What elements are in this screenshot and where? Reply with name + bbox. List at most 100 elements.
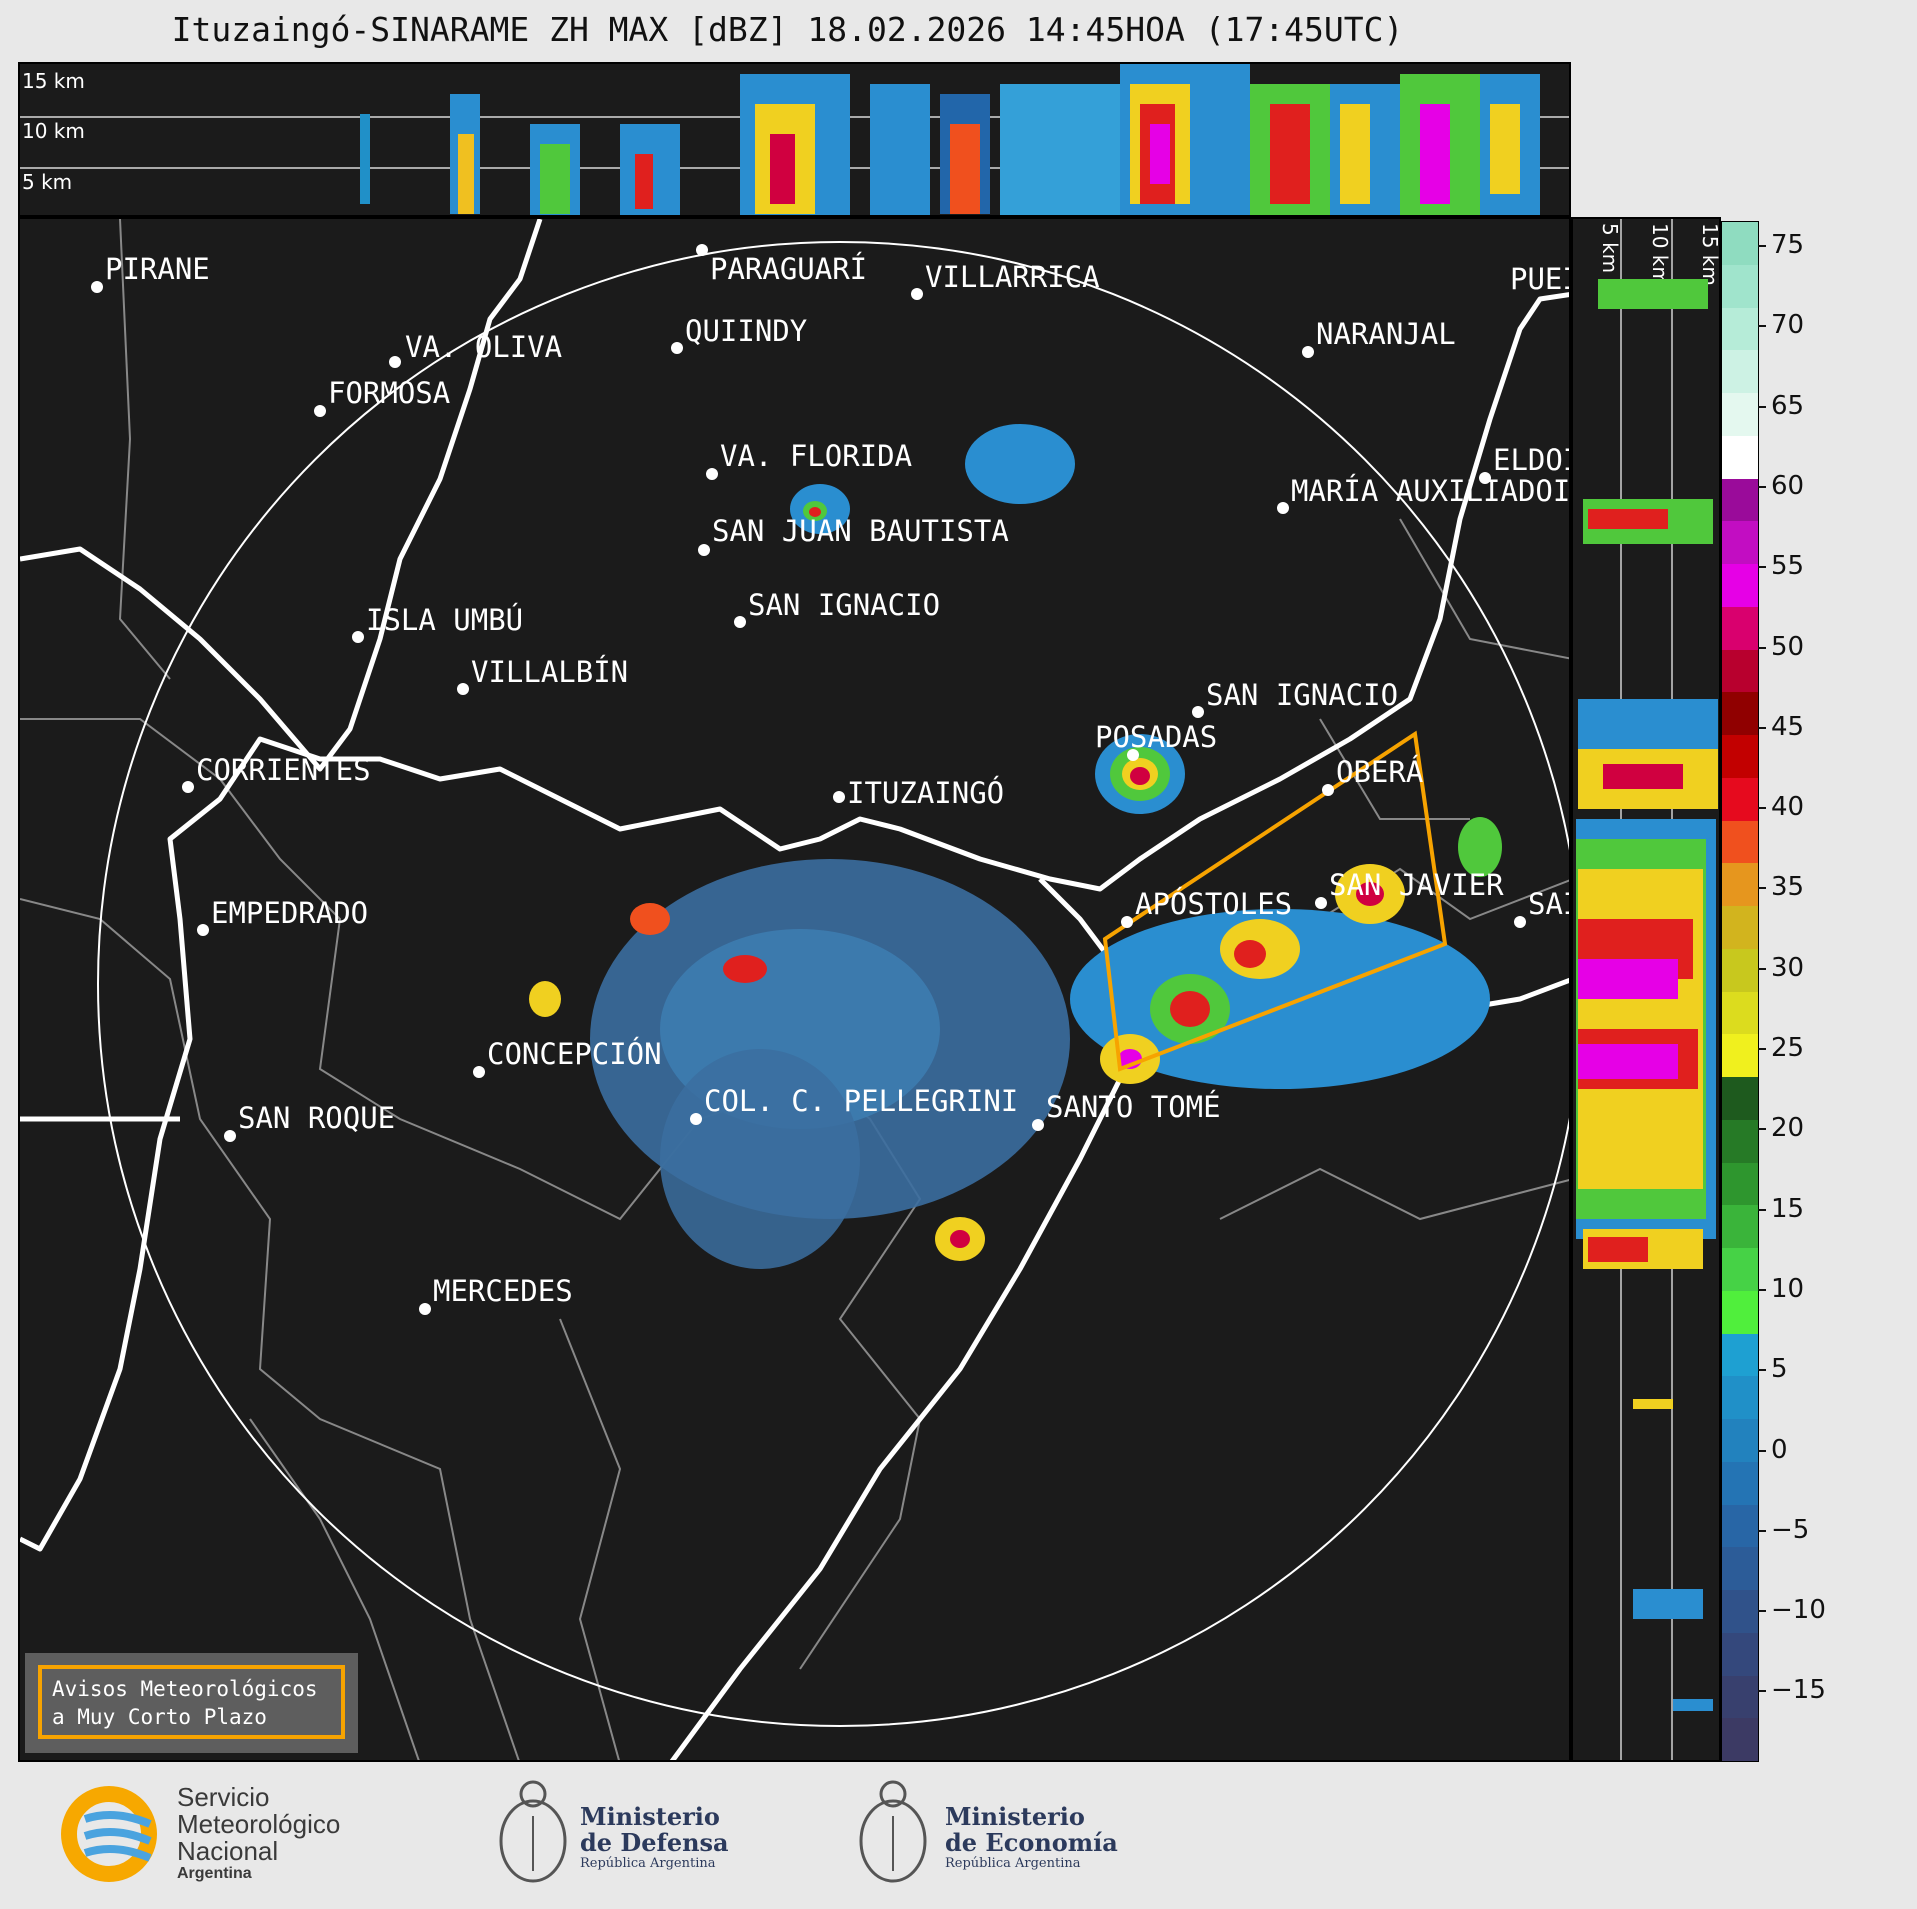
colorbar-segment	[1722, 1419, 1758, 1463]
colorbar-segment	[1722, 777, 1758, 822]
colorbar-segment	[1722, 564, 1758, 608]
defensa-text-1: Ministerio	[580, 1802, 720, 1831]
colorbar-segment	[1722, 692, 1758, 736]
city-label-san-ignacio-ar: SAN IGNACIO	[1206, 678, 1398, 712]
economia-text-2: de Economía	[945, 1828, 1118, 1857]
colorbar-segment	[1722, 1205, 1758, 1249]
colorbar-tick-label: 40	[1757, 792, 1804, 822]
city-label-eldorado: ELDOI	[1493, 443, 1571, 477]
warning-polygon[interactable]	[1102, 730, 1448, 1072]
colorbar-tick-label: −15	[1758, 1675, 1826, 1705]
city-label-puerto: PUEI	[1510, 262, 1571, 296]
colorbar-segment	[1722, 863, 1758, 907]
colorbar-segment	[1722, 1718, 1758, 1761]
colorbar-segment	[1722, 649, 1758, 694]
colorbar-tick-label: 35	[1757, 872, 1804, 902]
top-cross-section-panel: 15 km 10 km 5 km	[18, 62, 1571, 217]
colorbar-segment	[1722, 606, 1758, 651]
city-label-va-florida: VA. FLORIDA	[720, 439, 912, 473]
colorbar-segment	[1722, 1376, 1758, 1420]
smn-logo-icon	[61, 1786, 157, 1882]
colorbar-segment	[1722, 1632, 1758, 1677]
colorbar-tick-label: 70	[1757, 310, 1804, 340]
colorbar-segment	[1722, 1119, 1758, 1164]
top-altitude-label-10: 10 km	[22, 119, 85, 143]
colorbar-tick-label: 20	[1757, 1113, 1804, 1143]
city-label-san-ignacio-py: SAN IGNACIO	[748, 588, 940, 622]
warning-legend-box: Avisos Meteorológicos a Muy Corto Plazo	[25, 1653, 358, 1753]
colorbar-tick-label: 30	[1757, 953, 1804, 983]
side-altitude-label-10: 10 km	[1648, 223, 1672, 286]
city-label-ituzaingo: ITUZAINGÓ	[847, 776, 1004, 810]
city-label-corrientes: CORRIENTES	[196, 753, 371, 787]
smn-text-2: Meteorológico	[177, 1809, 341, 1839]
economia-text-3: República Argentina	[945, 1856, 1081, 1871]
colorbar-segment	[1722, 735, 1758, 779]
storm-cells	[529, 424, 1502, 1261]
colorbar-segment	[1722, 521, 1758, 565]
city-label-san-roque: SAN ROQUE	[238, 1101, 395, 1135]
clutter-echo	[590, 859, 1070, 1269]
colorbar-tick-label: 10	[1757, 1274, 1804, 1304]
city-label-empedrado: EMPEDRADO	[211, 896, 368, 930]
smn-text-1: Servicio	[177, 1782, 270, 1812]
top-altitude-label-5: 5 km	[22, 170, 72, 194]
city-label-mercedes: MERCEDES	[433, 1274, 573, 1308]
colorbar-segment	[1722, 478, 1758, 523]
city-label-san-partial: SAI	[1528, 887, 1571, 921]
colorbar-segment	[1722, 991, 1758, 1036]
side-altitude-label-15: 15 km	[1698, 223, 1721, 286]
side-cross-section-panel: 5 km 10 km 15 km	[1571, 217, 1721, 1762]
radar-map-panel[interactable]: PARAGUARÍ VILLARRICA PIRANE VA. OLIVA QU…	[18, 217, 1571, 1762]
city-label-concepcion: CONCEPCIÓN	[487, 1037, 662, 1071]
top-altitude-label-15: 15 km	[22, 69, 85, 93]
city-label-maria-auxiliadora: MARÍA AUXILIADOI	[1291, 474, 1570, 508]
colorbar-segment	[1722, 222, 1758, 266]
colorbar-tick-label: 45	[1757, 712, 1804, 742]
side-altitude-label-5: 5 km	[1598, 223, 1622, 273]
warning-legend-line1: Avisos Meteorológicos	[52, 1677, 318, 1701]
colorbar-segment	[1722, 1034, 1758, 1078]
colorbar-tick-label: −10	[1758, 1595, 1826, 1625]
city-label-obera: OBERÁ	[1336, 755, 1423, 789]
colorbar-tick-label: 55	[1757, 551, 1804, 581]
economia-logo: Ministerio de Economía República Argenti…	[855, 1776, 1125, 1896]
city-label-naranjal: NARANJAL	[1316, 317, 1456, 351]
city-markers: PARAGUARÍ VILLARRICA PIRANE VA. OLIVA QU…	[91, 244, 1571, 1315]
smn-text-4: Argentina	[177, 1865, 252, 1882]
smn-text-3: Nacional	[177, 1836, 279, 1866]
city-label-col-c-pellegrini: COL. C. PELLEGRINI	[704, 1084, 1018, 1118]
colorbar-tick-label: 0	[1758, 1435, 1788, 1465]
defensa-logo: Ministerio de Defensa República Argentin…	[495, 1776, 745, 1896]
warning-legend-frame: Avisos Meteorológicos a Muy Corto Plazo	[38, 1665, 345, 1739]
colorbar-tick-label: 50	[1757, 632, 1804, 662]
city-label-pirane: PIRANE	[105, 252, 210, 286]
colorbar-segment	[1722, 1333, 1758, 1378]
city-label-apostoles: APÓSTOLES	[1135, 887, 1292, 921]
colorbar-segment	[1722, 1461, 1758, 1506]
colorbar-segment	[1722, 906, 1758, 950]
top-cross-section-plot: 15 km 10 km 5 km	[20, 64, 1569, 215]
colorbar-segment	[1722, 1547, 1758, 1591]
city-label-santo-tome: SANTO TOMÉ	[1046, 1090, 1221, 1124]
range-ring	[97, 241, 1569, 1727]
coat-of-arms-icon	[499, 1780, 567, 1883]
city-label-villalbin: VILLALBÍN	[471, 655, 628, 689]
city-label-posadas: POSADAS	[1095, 720, 1217, 754]
colorbar-segment	[1722, 948, 1758, 993]
side-cross-section-plot: 5 km 10 km 15 km	[1576, 219, 1721, 1760]
smn-logo: Servicio Meteorológico Nacional Argentin…	[55, 1784, 385, 1884]
defensa-text-3: República Argentina	[580, 1856, 716, 1871]
city-label-paraguari: PARAGUARÍ	[710, 252, 867, 286]
colorbar-segment	[1722, 1675, 1758, 1720]
colorbar-tick-label: 5	[1758, 1354, 1788, 1384]
colorbar-segment	[1722, 307, 1758, 352]
city-label-formosa: FORMOSA	[328, 376, 450, 410]
colorbar-segment	[1722, 1504, 1758, 1549]
city-label-va-oliva: VA. OLIVA	[405, 330, 562, 364]
defensa-text-2: de Defensa	[580, 1828, 729, 1857]
city-label-san-javier: SAN JAVIER	[1329, 868, 1504, 902]
colorbar-tick-label: 65	[1757, 391, 1804, 421]
colorbar-tick-label: 25	[1757, 1033, 1804, 1063]
colorbar-tick-label: −5	[1757, 1515, 1809, 1545]
